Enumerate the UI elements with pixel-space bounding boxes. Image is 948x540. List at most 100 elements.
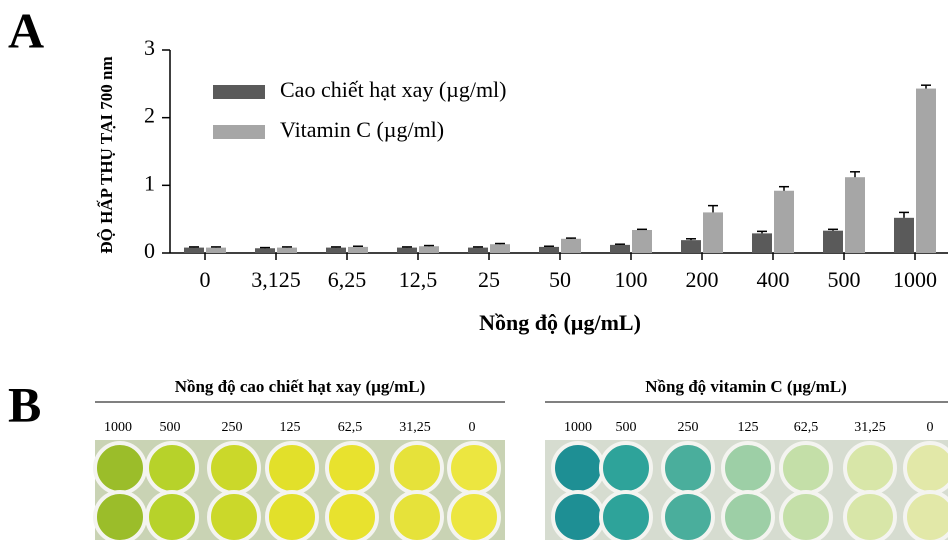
legend-swatch xyxy=(213,125,265,139)
column-label: 500 xyxy=(616,420,637,435)
x-tick-label: 6,25 xyxy=(328,267,367,292)
error-bar xyxy=(260,248,270,249)
well xyxy=(905,443,948,493)
x-tick-label: 200 xyxy=(686,267,719,292)
well xyxy=(209,492,259,540)
well xyxy=(845,492,895,540)
well xyxy=(723,492,773,540)
plate-title: Nồng độ vitamin C (µg/mL) xyxy=(645,377,847,396)
bar xyxy=(774,191,794,253)
well xyxy=(663,492,713,540)
well xyxy=(601,443,651,493)
legend-label: Cao chiết hạt xay (µg/ml) xyxy=(280,77,507,102)
x-tick-label: 0 xyxy=(200,267,211,292)
bar xyxy=(326,248,346,253)
column-label: 125 xyxy=(738,420,759,435)
column-label: 1000 xyxy=(104,420,132,435)
x-tick-label: 100 xyxy=(615,267,648,292)
error-bar xyxy=(189,247,199,248)
y-tick-label: 3 xyxy=(144,35,155,60)
error-bar xyxy=(828,229,838,230)
error-bar xyxy=(921,85,931,88)
bar xyxy=(184,248,204,253)
error-bar xyxy=(211,247,221,248)
well xyxy=(905,492,948,540)
error-bar xyxy=(402,247,412,248)
error-bar xyxy=(708,206,718,213)
well xyxy=(392,443,442,493)
x-tick-label: 500 xyxy=(828,267,861,292)
bar xyxy=(632,230,652,253)
column-label: 0 xyxy=(469,420,476,435)
bar xyxy=(752,233,772,253)
well xyxy=(449,492,499,540)
error-bar xyxy=(566,238,576,239)
legend-swatch xyxy=(213,85,265,99)
well xyxy=(147,492,197,540)
error-bar xyxy=(473,247,483,248)
column-label: 125 xyxy=(280,420,301,435)
error-bar xyxy=(779,187,789,191)
error-bar xyxy=(686,239,696,240)
bar xyxy=(255,248,275,253)
column-label: 31,25 xyxy=(399,420,431,435)
legend-label: Vitamin C (µg/ml) xyxy=(280,117,444,142)
well xyxy=(845,443,895,493)
error-bar xyxy=(850,172,860,177)
error-bar xyxy=(615,244,625,245)
well xyxy=(267,443,317,493)
well xyxy=(95,492,145,540)
column-label: 500 xyxy=(160,420,181,435)
bar xyxy=(703,212,723,253)
plate-title: Nồng độ cao chiết hạt xay (µg/mL) xyxy=(175,377,426,396)
error-bar xyxy=(637,229,647,230)
x-tick-label: 400 xyxy=(757,267,790,292)
bar xyxy=(845,177,865,253)
bar xyxy=(490,244,510,253)
bar xyxy=(277,248,297,253)
x-tick-label: 50 xyxy=(549,267,571,292)
well xyxy=(147,443,197,493)
column-label: 250 xyxy=(222,420,243,435)
well xyxy=(781,492,831,540)
y-tick-label: 0 xyxy=(144,238,155,263)
well xyxy=(95,443,145,493)
panel-label: A xyxy=(8,2,44,58)
bar xyxy=(468,248,488,253)
column-label: 31,25 xyxy=(854,420,886,435)
bar xyxy=(419,246,439,253)
x-axis-label: Nồng độ (µg/mL) xyxy=(479,310,641,335)
bar xyxy=(681,240,701,253)
error-bar xyxy=(282,247,292,248)
y-axis-label: ĐỘ HẤP THỤ TẠI 700 nm xyxy=(97,56,116,253)
well xyxy=(553,492,603,540)
bar xyxy=(610,245,630,253)
well xyxy=(327,492,377,540)
well xyxy=(553,443,603,493)
error-bar xyxy=(544,246,554,247)
x-tick-label: 12,5 xyxy=(399,267,438,292)
figure: A B ĐỘ HẤP THỤ TẠI 700 nm Nồng độ (µg/mL… xyxy=(0,0,948,540)
column-label: 250 xyxy=(678,420,699,435)
well xyxy=(267,492,317,540)
bar xyxy=(348,247,368,253)
x-tick-label: 25 xyxy=(478,267,500,292)
well xyxy=(209,443,259,493)
column-label: 62,5 xyxy=(794,420,819,435)
bar xyxy=(894,218,914,253)
column-label: 0 xyxy=(927,420,934,435)
well xyxy=(781,443,831,493)
y-tick-label: 1 xyxy=(144,170,155,195)
well xyxy=(601,492,651,540)
error-bar xyxy=(757,231,767,233)
bar xyxy=(397,248,417,253)
well xyxy=(723,443,773,493)
error-bar xyxy=(495,244,505,245)
bar xyxy=(539,247,559,253)
well xyxy=(663,443,713,493)
well xyxy=(449,443,499,493)
error-bar xyxy=(353,246,363,247)
error-bar xyxy=(331,247,341,248)
error-bar xyxy=(424,246,434,247)
bar xyxy=(206,248,226,253)
